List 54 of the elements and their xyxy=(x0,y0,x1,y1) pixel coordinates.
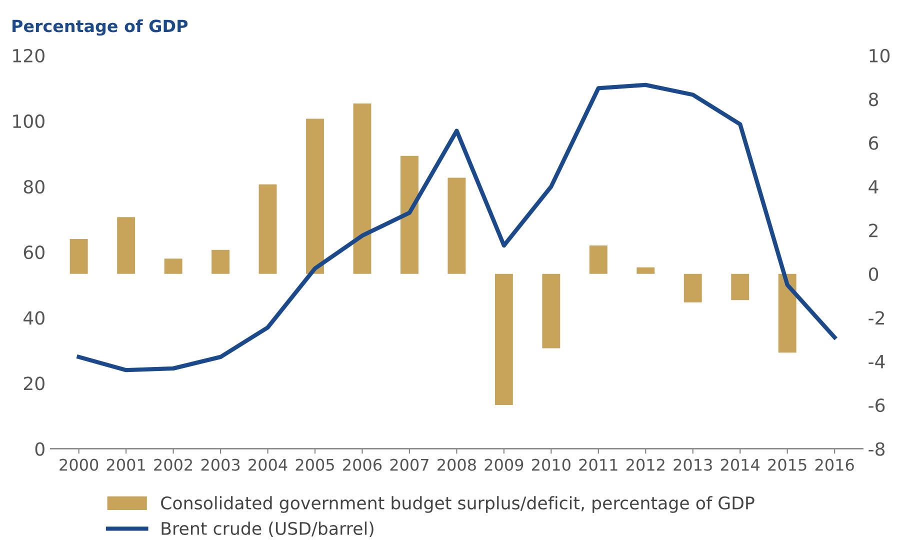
bar xyxy=(117,217,136,274)
x-tick-label: 2006 xyxy=(343,458,382,471)
legend-label: Consolidated government budget surplus/deficit, percentage of GDP xyxy=(161,496,754,513)
x-tick-label: 2002 xyxy=(154,458,192,471)
bar xyxy=(636,267,655,274)
bar xyxy=(494,274,513,406)
y2-tick-label: 10 xyxy=(870,48,890,63)
x-tick-label: 2000 xyxy=(60,458,98,471)
bar xyxy=(258,184,277,274)
x-tick-label: 2001 xyxy=(106,458,145,471)
y-tick-label: 120 xyxy=(13,48,44,63)
x-tick-label: 2010 xyxy=(532,458,570,471)
bar xyxy=(306,118,324,274)
x-tick-label: 2007 xyxy=(390,458,428,471)
legend-label: Brent crude (USD/barrel) xyxy=(162,522,374,538)
bar xyxy=(684,274,702,302)
x-tick-label: 2009 xyxy=(484,458,524,471)
y-axis-title: Percentage of GDP xyxy=(12,19,188,36)
x-tick-label: 2015 xyxy=(768,458,806,471)
bar xyxy=(542,274,560,348)
y2-tick-label: 8 xyxy=(869,92,878,106)
x-tick-label: 2004 xyxy=(248,458,288,471)
bar xyxy=(70,238,88,274)
line-series xyxy=(76,82,837,372)
y-tick-label: 40 xyxy=(24,311,44,325)
y2-tick-label: 6 xyxy=(869,136,878,150)
y2-tick-label: -6 xyxy=(868,398,885,412)
y-tick-label: 20 xyxy=(24,376,44,390)
bar xyxy=(778,274,796,353)
x-tick-label: 2016 xyxy=(815,458,854,471)
y2-tick-label: 2 xyxy=(869,224,878,238)
bar xyxy=(448,178,466,274)
x-tick-label: 2011 xyxy=(579,458,618,471)
bar xyxy=(212,250,230,274)
y-tick-label: 0 xyxy=(35,442,44,456)
bar xyxy=(400,156,418,274)
x-tick-label: 2013 xyxy=(674,458,712,471)
x-tick-label: 2014 xyxy=(720,458,760,471)
x-tick-label: 2008 xyxy=(438,458,476,471)
y-tick-label: 80 xyxy=(24,180,44,194)
x-tick-label: 2005 xyxy=(296,458,334,471)
y2-tick-label: 0 xyxy=(868,267,878,282)
y2-tick-label: -4 xyxy=(868,355,885,368)
bar xyxy=(353,103,372,274)
bar xyxy=(731,274,750,300)
y-tick-label: 60 xyxy=(24,246,44,260)
y-tick-label: 100 xyxy=(13,114,44,128)
bar xyxy=(164,258,182,274)
y2-tick-label: -8 xyxy=(868,442,885,456)
y2-tick-label: 4 xyxy=(868,180,878,194)
x-tick-label: 2012 xyxy=(626,458,664,471)
bar xyxy=(589,246,608,274)
y2-tick-label: -2 xyxy=(868,311,884,324)
x-tick-label: 2003 xyxy=(201,458,240,471)
